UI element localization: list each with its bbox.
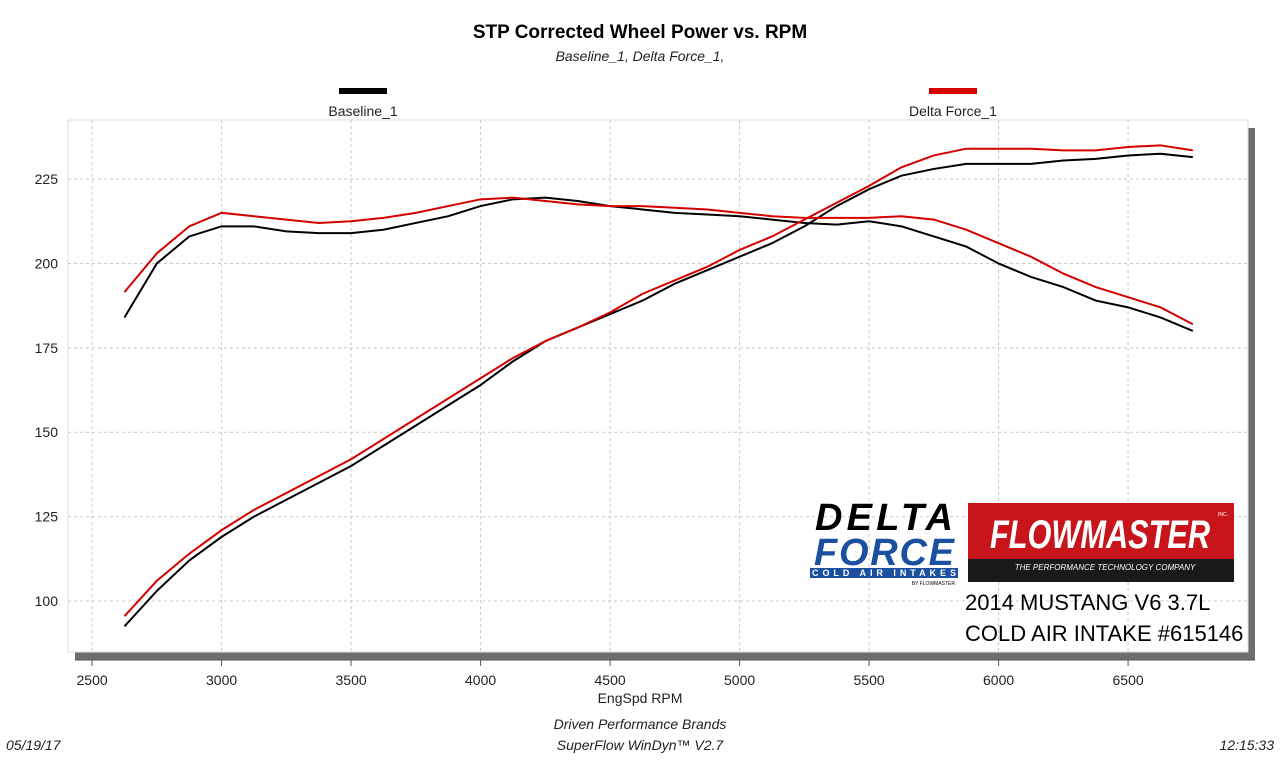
car-line-2: COLD AIR INTAKE #615146 bbox=[965, 621, 1243, 646]
plot: 100 125 150 175 200 225 2500 3000 3500 4000 4500 50… bbox=[35, 88, 1255, 688]
footer-date: 05/19/17 bbox=[6, 737, 62, 753]
brand-name: FLOWMASTER bbox=[990, 513, 1210, 557]
y-tick-label: 125 bbox=[35, 509, 59, 525]
x-tick-label: 4000 bbox=[465, 672, 496, 688]
logo-by: BY FLOWMASTER bbox=[912, 581, 956, 587]
x-tick-label: 2500 bbox=[77, 672, 108, 688]
data-line bbox=[123, 196, 1194, 326]
data-line bbox=[123, 144, 1193, 617]
y-tick-label: 150 bbox=[35, 424, 59, 440]
legend-label: Baseline_1 bbox=[328, 103, 397, 119]
x-tick-label: 6500 bbox=[1113, 672, 1144, 688]
y-tick-label: 100 bbox=[35, 593, 59, 609]
car-line-1: 2014 MUSTANG V6 3.7L bbox=[965, 590, 1210, 615]
logo-delta: DELTA bbox=[815, 497, 953, 539]
brand-tagline: THE PERFORMANCE TECHNOLOGY COMPANY bbox=[1015, 563, 1196, 572]
y-tick-label: 175 bbox=[35, 340, 59, 356]
x-axis-label: EngSpd RPM bbox=[598, 690, 683, 706]
y-tick-label: 225 bbox=[35, 171, 59, 187]
data-line bbox=[123, 152, 1193, 628]
x-tick-label: 3000 bbox=[206, 672, 237, 688]
legend-label: Delta Force_1 bbox=[909, 103, 997, 119]
logo-band bbox=[810, 568, 958, 578]
brand-inc: INC. bbox=[1218, 512, 1228, 518]
x-tick-label: 3500 bbox=[336, 672, 367, 688]
data-line bbox=[123, 196, 1194, 332]
x-tick-label: 4500 bbox=[595, 672, 626, 688]
x-tick-label: 5500 bbox=[854, 672, 885, 688]
chart-title: STP Corrected Wheel Power vs. RPM bbox=[473, 22, 807, 43]
x-tick-label: 6000 bbox=[983, 672, 1014, 688]
footer-company: Driven Performance Brands bbox=[554, 716, 727, 732]
brand-red bbox=[968, 503, 1234, 559]
chart-subtitle: Baseline_1, Delta Force_1, bbox=[556, 48, 725, 64]
footer-software: SuperFlow WinDyn™ V2.7 bbox=[557, 737, 725, 753]
y-tick-label: 200 bbox=[35, 255, 59, 271]
x-tick-label: 5000 bbox=[724, 672, 755, 688]
footer-time: 12:15:33 bbox=[1220, 737, 1275, 753]
